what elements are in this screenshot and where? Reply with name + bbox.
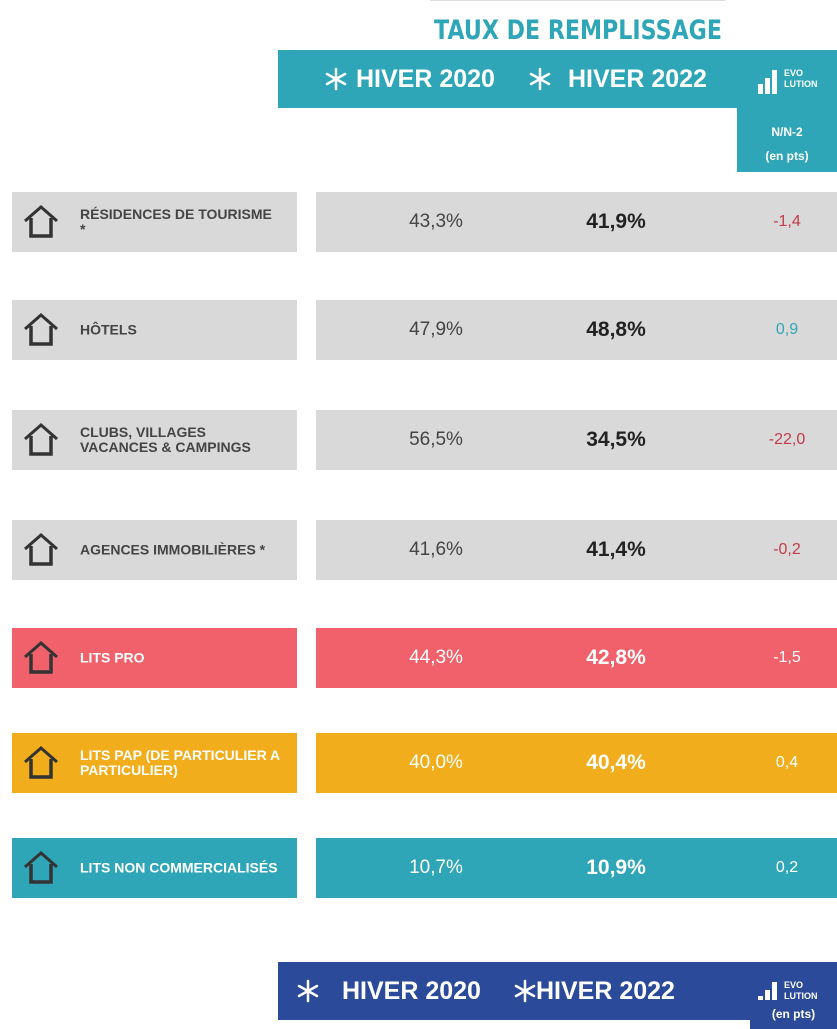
row-values: 10,7% 10,9% 0,2: [316, 838, 837, 898]
snowflake-icon: [325, 67, 347, 91]
value-2022: 41,4%: [586, 538, 646, 561]
footer-unit: (en pts): [750, 1000, 837, 1029]
footer-bar: HIVER 2020 HIVER 2022 EVO LUTION: [278, 962, 837, 1020]
house-icon: [24, 851, 58, 884]
bars-icon: [758, 70, 777, 94]
unit-label: (en pts): [765, 149, 809, 163]
value-2022: 42,8%: [586, 646, 646, 669]
house-icon: [24, 641, 58, 674]
row-label: RÉSIDENCES DE TOURISME *: [12, 192, 297, 252]
house-icon: [24, 533, 58, 566]
evolution: -0,2: [773, 541, 801, 558]
row-values: 47,9% 48,8% 0,9: [316, 300, 837, 360]
row-label: CLUBS, VILLAGES VACANCES & CAMPINGS: [12, 410, 297, 470]
evolution: 0,9: [775, 321, 799, 338]
value-2022: 48,8%: [586, 318, 646, 341]
title: TAUX DE REMPLISSAGE: [430, 0, 726, 48]
value-2020: 10,7%: [409, 857, 463, 878]
label-text: LITS NON COMMERCIALISÉS: [80, 859, 278, 876]
logo: EVO LUTION: [738, 50, 828, 108]
house-icon: [24, 746, 58, 779]
house-icon: [24, 423, 58, 456]
value-2020: 40,0%: [409, 752, 463, 773]
house-icon: [24, 313, 58, 346]
house-icon: [24, 205, 58, 238]
logo: EVO LUTION: [738, 962, 828, 1020]
evolution-label: N/N-2: [771, 125, 803, 139]
evolution-box: N/N-2 (en pts): [737, 108, 837, 172]
evolution: 0,2: [775, 859, 799, 876]
value-2020: 56,5%: [409, 429, 463, 450]
label-text: LITS PRO: [80, 649, 145, 666]
row-values: 41,6% 41,4% -0,2: [316, 520, 837, 580]
value-2020: 41,6%: [409, 539, 463, 560]
logo-bottom: LUTION: [784, 79, 818, 89]
evolution: -1,5: [773, 649, 801, 666]
evolution: 0,4: [775, 754, 799, 771]
col-2022: HIVER 2022: [568, 65, 707, 93]
label-text: AGENCES IMMOBILIÈRES *: [80, 541, 266, 558]
snowflake-icon: [529, 67, 551, 91]
value-2022: 40,4%: [586, 751, 646, 774]
row-values: 56,5% 34,5% -22,0: [316, 410, 837, 470]
value-2020: 43,3%: [409, 211, 463, 232]
label-text: RÉSIDENCES DE TOURISME *: [80, 206, 272, 237]
label-text: HÔTELS: [80, 321, 137, 338]
row-label: LITS PAP (DE PARTICULIER A PARTICULIER): [12, 733, 297, 793]
snowflake-icon: [514, 979, 536, 1003]
evolution: -22,0: [768, 431, 806, 448]
row-values: 43,3% 41,9% -1,4: [316, 192, 837, 252]
logo-top: EVO: [784, 980, 804, 990]
label-text: CLUBS, VILLAGES VACANCES & CAMPINGS: [80, 424, 251, 455]
header-bar: HIVER 2020 HIVER 2022 EVO LUTION: [278, 50, 837, 108]
logo-bottom: LUTION: [784, 991, 818, 1001]
col-2022: HIVER 2022: [536, 977, 675, 1005]
row-label: AGENCES IMMOBILIÈRES *: [12, 520, 297, 580]
snowflake-icon: [297, 979, 319, 1003]
label-text: LITS PAP (DE PARTICULIER A PARTICULIER): [80, 747, 280, 778]
value-2022: 41,9%: [586, 210, 646, 233]
value-2020: 47,9%: [409, 319, 463, 340]
evolution: -1,4: [773, 213, 801, 230]
col-2020: HIVER 2020: [342, 977, 481, 1005]
row-label: LITS NON COMMERCIALISÉS: [12, 838, 297, 898]
row-label: LITS PRO: [12, 628, 297, 688]
value-2022: 34,5%: [586, 428, 646, 451]
value-2020: 44,3%: [409, 647, 463, 668]
col-2020: HIVER 2020: [356, 65, 495, 93]
row-values: 44,3% 42,8% -1,5: [316, 628, 837, 688]
row-values: 40,0% 40,4% 0,4: [316, 733, 837, 793]
row-label: HÔTELS: [12, 300, 297, 360]
logo-top: EVO: [784, 68, 804, 78]
value-2022: 10,9%: [586, 856, 646, 879]
